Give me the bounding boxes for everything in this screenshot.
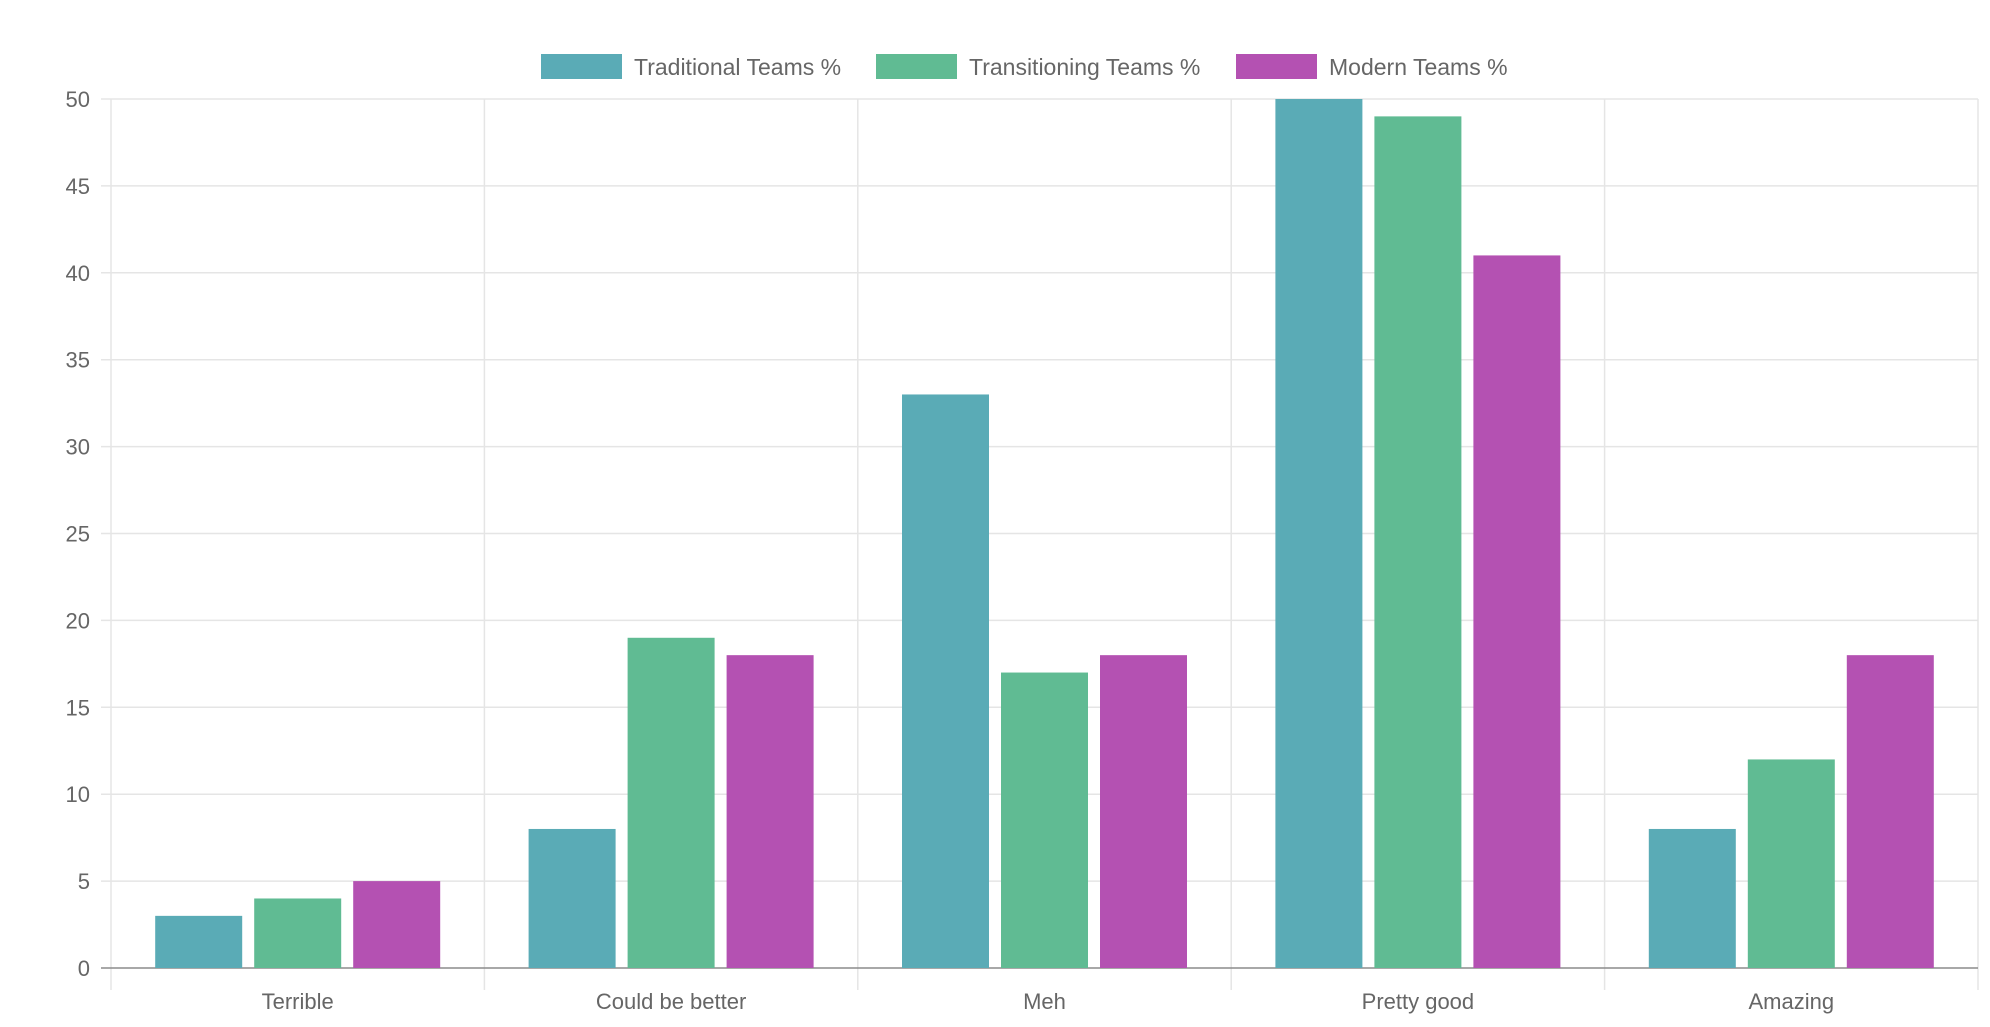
y-tick-label: 45 xyxy=(66,174,90,199)
bar xyxy=(1747,759,1835,968)
legend-label: Traditional Teams % xyxy=(634,54,841,80)
bar xyxy=(353,881,441,968)
x-tick-label: Pretty good xyxy=(1362,989,1475,1014)
legend-swatch xyxy=(876,54,957,79)
y-tick-label: 10 xyxy=(66,782,90,807)
bar xyxy=(1100,655,1187,968)
y-tick-label: 0 xyxy=(78,956,90,981)
y-tick-label: 40 xyxy=(66,261,90,286)
legend-label: Modern Teams % xyxy=(1329,54,1508,80)
y-tick-label: 50 xyxy=(66,87,90,112)
bar xyxy=(902,394,989,969)
y-tick-label: 30 xyxy=(66,435,90,460)
bar xyxy=(1846,655,1934,968)
legend-swatch xyxy=(541,54,622,79)
y-tick-label: 15 xyxy=(66,695,90,720)
bar xyxy=(1001,672,1088,968)
bar xyxy=(1473,255,1561,969)
y-tick-label: 25 xyxy=(66,522,90,547)
legend: Traditional Teams % Transitioning Teams %… xyxy=(541,54,1508,80)
bar xyxy=(254,898,342,968)
x-tick-label: Meh xyxy=(1023,989,1066,1014)
legend-swatch xyxy=(1236,54,1317,79)
bar xyxy=(726,655,814,968)
bars xyxy=(155,99,1934,969)
bar xyxy=(528,828,616,968)
x-tick-label: Could be better xyxy=(596,989,746,1014)
bar xyxy=(627,637,715,968)
x-tick-label: Terrible xyxy=(262,989,334,1014)
bar xyxy=(1275,99,1363,968)
x-tick-label: Amazing xyxy=(1749,989,1835,1014)
legend-label: Transitioning Teams % xyxy=(969,54,1200,80)
grid-lines xyxy=(101,98,1979,990)
bar xyxy=(1374,116,1462,968)
y-tick-label: 20 xyxy=(66,608,90,633)
bar xyxy=(1648,828,1736,968)
bar xyxy=(155,915,243,968)
y-tick-label: 35 xyxy=(66,348,90,373)
y-tick-label: 5 xyxy=(78,869,90,894)
